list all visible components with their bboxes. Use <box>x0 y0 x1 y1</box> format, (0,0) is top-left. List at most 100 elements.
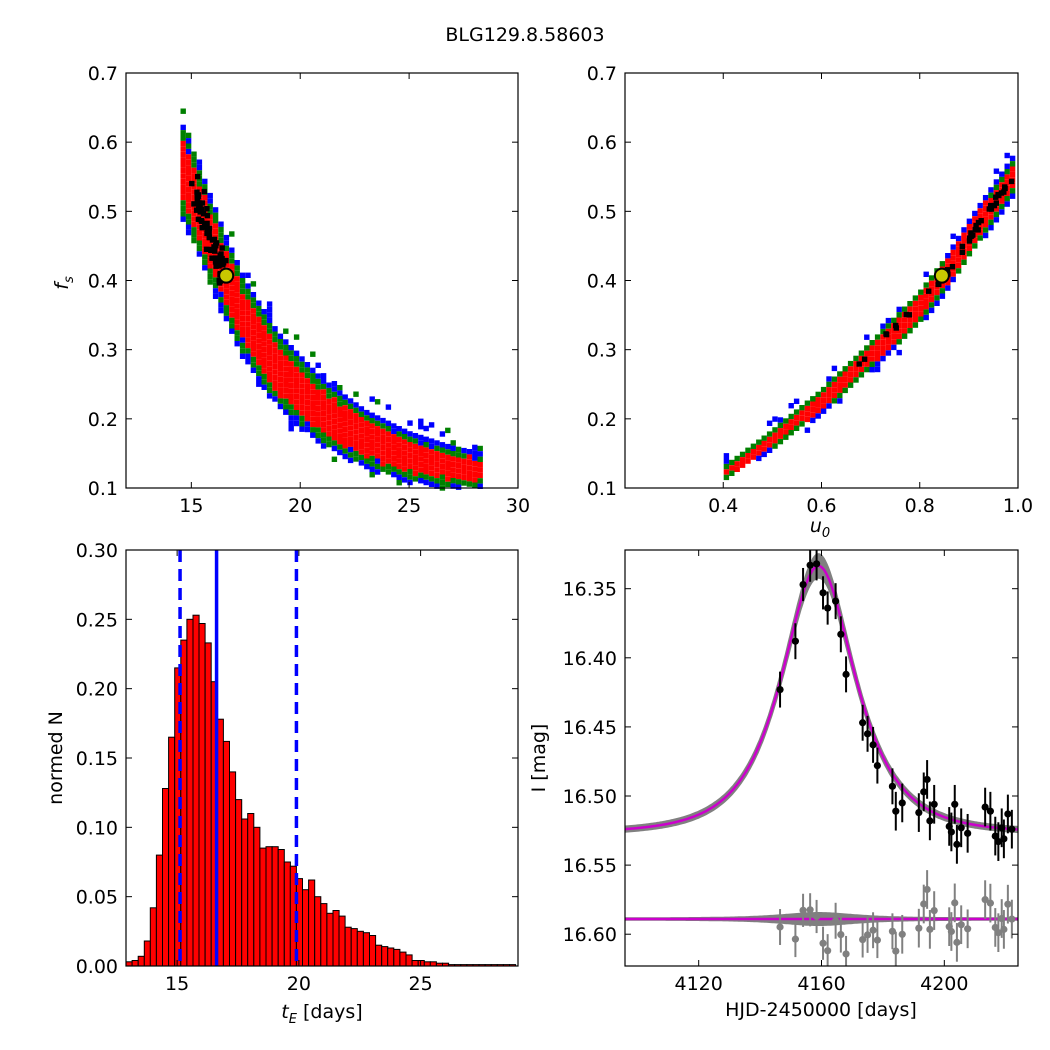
x-tick-label: 0.4 <box>708 495 738 517</box>
heatmap-cell-inner <box>450 472 456 478</box>
heatmap-cell-best <box>968 233 974 239</box>
heatmap-cell-middle <box>358 411 365 417</box>
heatmap-cell-middle <box>239 283 246 289</box>
heatmap-cell-middle <box>783 418 789 424</box>
heatmap-cell-inner <box>434 467 440 473</box>
heatmap-cell-inner <box>418 451 424 457</box>
histogram-bar <box>302 889 310 967</box>
heatmap-cell-outer <box>229 328 235 334</box>
y-tick-label: 0.2 <box>587 409 617 431</box>
heatmap-cell-inner <box>945 258 951 264</box>
y-tick-label: 0.10 <box>76 817 118 839</box>
data-point <box>923 775 931 784</box>
residual-point <box>991 923 999 932</box>
heatmap-cell-inner <box>239 321 246 327</box>
heatmap-cell-inner <box>256 349 262 355</box>
residual-point <box>776 923 784 931</box>
residual-point <box>824 947 832 955</box>
heatmap-cell-inner <box>815 407 821 414</box>
heatmap-cell-inner <box>223 299 230 306</box>
heatmap-cell-best <box>213 263 219 269</box>
heatmap-cell-middle <box>277 344 284 350</box>
y-tick-label: 0.00 <box>76 956 118 978</box>
heatmap-cell-inner <box>196 224 203 230</box>
heatmap-cell-inner <box>234 303 240 309</box>
heatmap-cell-middle <box>234 335 240 341</box>
heatmap-cell-inner <box>299 388 305 395</box>
heatmap-cell-inner <box>315 416 321 422</box>
heatmap-cell-inner <box>445 460 451 466</box>
heatmap-cell-outer <box>212 207 219 213</box>
heatmap-cell-outer <box>923 271 929 277</box>
heatmap-cell-inner <box>245 326 251 332</box>
heatmap-cell-inner <box>955 257 962 263</box>
heatmap-cell-inner <box>858 366 865 373</box>
heatmap-cell-middle <box>185 213 192 220</box>
heatmap-cell-inner <box>261 363 267 369</box>
heatmap-cell-inner <box>283 371 289 378</box>
heatmap-cell-inner <box>982 222 989 228</box>
heatmap-cell-inner <box>180 146 186 152</box>
heatmap-cell-outer <box>788 403 794 409</box>
heatmap-cell-inner <box>185 165 192 171</box>
heatmap-cell-middle <box>272 390 278 397</box>
heatmap-cell-inner <box>896 333 902 340</box>
histogram-bar <box>271 846 279 967</box>
heatmap-cell-inner <box>202 243 208 249</box>
heatmap-cell-middle <box>283 398 289 405</box>
heatmap-cell-inner <box>266 377 273 383</box>
heatmap-cell-middle <box>358 454 365 461</box>
heatmap-cell-inner <box>315 405 321 412</box>
heatmap-cell-middle <box>407 474 413 480</box>
heatmap-cell-best <box>861 356 868 362</box>
heatmap-cell-inner <box>358 438 365 444</box>
heatmap-cell-outer <box>885 317 892 324</box>
heatmap-cell-inner <box>977 208 983 214</box>
heatmap-cell-outer <box>810 417 816 424</box>
heatmap-cell-middle <box>434 478 440 484</box>
heatmap-cell-middle <box>750 443 757 449</box>
heatmap-cell-outer <box>923 314 929 321</box>
heatmap-cell-inner <box>880 345 886 351</box>
heatmap-cell-inner <box>283 387 289 394</box>
heatmap-cell-middle <box>831 376 838 382</box>
heatmap-cell-inner <box>261 357 267 363</box>
heatmap-cell-inner <box>391 461 397 467</box>
heatmap-cell-inner <box>804 416 811 423</box>
heatmap-cell-inner <box>1004 179 1010 186</box>
histogram-bar <box>143 940 151 967</box>
heatmap-cell-inner <box>928 280 935 287</box>
residual-point <box>920 900 928 908</box>
heatmap-cell-middle <box>847 360 854 367</box>
heatmap-cell-middle <box>180 108 186 114</box>
data-point <box>832 597 840 605</box>
heatmap-cell-middle <box>385 426 392 432</box>
heatmap-cell-inner <box>858 355 865 362</box>
heatmap-cell-inner <box>901 317 908 323</box>
heatmap-cell-outer <box>885 350 892 356</box>
heatmap-cell-inner <box>272 342 278 348</box>
heatmap-cell-inner <box>831 387 838 393</box>
heatmap-cell-middle <box>283 344 289 351</box>
heatmap-cell-middle <box>191 162 197 168</box>
residual-point <box>994 929 1002 937</box>
heatmap-cell-inner <box>331 424 338 430</box>
heatmap-cell-inner <box>472 466 478 472</box>
heatmap-cell-inner <box>234 292 240 298</box>
x-tick-label: 15 <box>179 495 203 517</box>
heatmap-cell-middle <box>455 479 462 485</box>
heatmap-cell-inner <box>293 383 300 389</box>
histogram-bar <box>399 951 407 967</box>
histogram-bar <box>241 818 249 967</box>
heatmap-cell-inner <box>293 404 300 410</box>
heatmap-cell-middle <box>180 205 186 212</box>
heatmap-cell-inner <box>455 468 462 474</box>
heatmap-cell-outer <box>364 463 370 470</box>
heatmap-cell-middle <box>999 176 1005 183</box>
heatmap-cell-outer <box>256 376 262 382</box>
heatmap-cell-outer <box>428 481 435 487</box>
heatmap-cell-outer <box>196 164 203 171</box>
heatmap-cell-inner <box>272 347 278 354</box>
heatmap-cell-middle <box>374 420 381 427</box>
heatmap-cell-inner <box>250 335 257 341</box>
